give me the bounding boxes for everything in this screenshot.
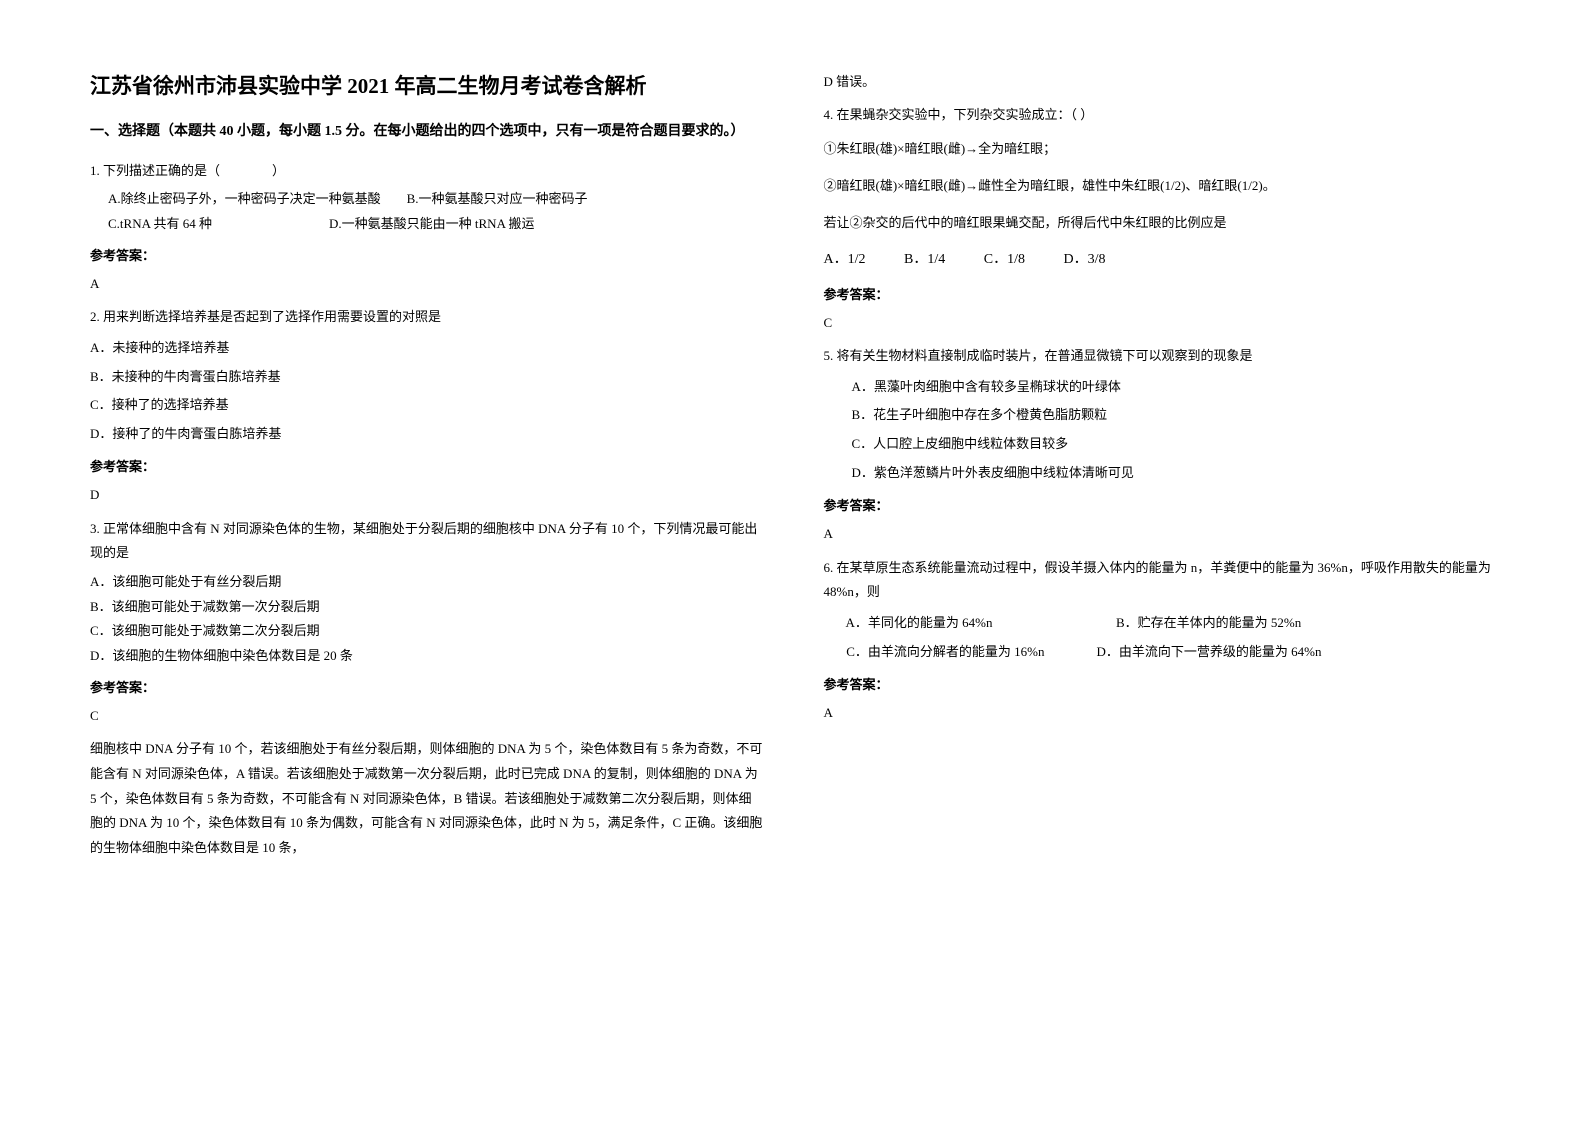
answer-value: C — [90, 704, 764, 727]
question-stem: 下列描述正确的是（ ） — [103, 163, 285, 178]
explanation-text: 细胞核中 DNA 分子有 10 个，若该细胞处于有丝分裂后期，则体细胞的 DNA… — [90, 737, 764, 860]
question-stem: 在某草原生态系统能量流动过程中，假设羊摄入体内的能量为 n，羊粪便中的能量为 3… — [824, 560, 1491, 600]
answer-value: A — [824, 701, 1498, 724]
question-number: 6. — [824, 560, 834, 575]
sub-condition-1: ①朱红眼(雄)×暗红眼(雌)→全为暗红眼； — [824, 135, 1498, 164]
question-number: 3. — [90, 521, 100, 536]
question-stem: 正常体细胞中含有 N 对同源染色体的生物，某细胞处于分裂后期的细胞核中 DNA … — [90, 521, 757, 561]
option-d: D．紫色洋葱鳞片叶外表皮细胞中线粒体清晰可见 — [824, 459, 1498, 488]
question-1: 1. 下列描述正确的是（ ） A.除终止密码子外，一种密码子决定一种氨基酸 B.… — [90, 159, 764, 237]
options-row-2: C．由羊流向分解者的能量为 16%n D．由羊流向下一营养级的能量为 64%n — [824, 638, 1498, 667]
question-number: 4. — [824, 107, 834, 122]
option-c: C．接种了的选择培养基 — [90, 391, 764, 420]
sub-condition-3: 若让②杂交的后代中的暗红眼果蝇交配，所得后代中朱红眼的比例应是 — [824, 209, 1498, 238]
answer-value: D — [90, 483, 764, 506]
question-number: 2. — [90, 309, 100, 324]
option-d: D．该细胞的生物体细胞中染色体数目是 20 条 — [90, 644, 764, 669]
question-3: 3. 正常体细胞中含有 N 对同源染色体的生物，某细胞处于分裂后期的细胞核中 D… — [90, 517, 764, 669]
option-a: A．1/2 — [824, 247, 866, 274]
option-c: C．人口腔上皮细胞中线粒体数目较多 — [824, 430, 1498, 459]
document-title: 江苏省徐州市沛县实验中学 2021 年高二生物月考试卷含解析 — [90, 70, 764, 100]
option-b: B．未接种的牛肉膏蛋白胨培养基 — [90, 363, 764, 392]
question-stem: 将有关生物材料直接制成临时装片，在普通显微镜下可以观察到的现象是 — [837, 348, 1253, 363]
answer-label: 参考答案： — [90, 677, 764, 696]
question-number: 1. — [90, 163, 100, 178]
option-a: A．该细胞可能处于有丝分裂后期 — [90, 570, 764, 595]
option-a: A.除终止密码子外，一种密码子决定一种氨基酸 — [108, 191, 381, 206]
option-a: A．羊同化的能量为 64%n — [846, 615, 993, 630]
option-c: C．1/8 — [984, 247, 1025, 274]
page-container: 江苏省徐州市沛县实验中学 2021 年高二生物月考试卷含解析 一、选择题（本题共… — [90, 70, 1497, 869]
explanation-continued: D 错误。 — [824, 70, 1498, 95]
answer-label: 参考答案： — [90, 245, 764, 264]
answer-label: 参考答案： — [824, 674, 1498, 693]
right-column: D 错误。 4. 在果蝇杂交实验中，下列杂交实验成立：（ ） ①朱红眼(雄)×暗… — [824, 70, 1498, 869]
sub-condition-2: ②暗红眼(雄)×暗红眼(雌)→雌性全为暗红眼，雄性中朱红眼(1/2)、暗红眼(1… — [824, 172, 1498, 201]
options-row: A.除终止密码子外，一种密码子决定一种氨基酸 B.一种氨基酸只对应一种密码子 — [90, 187, 764, 212]
option-b: B．1/4 — [904, 247, 945, 274]
option-a: A．未接种的选择培养基 — [90, 334, 764, 363]
option-a: A．黑藻叶肉细胞中含有较多呈椭球状的叶绿体 — [824, 373, 1498, 402]
question-5: 5. 将有关生物材料直接制成临时装片，在普通显微镜下可以观察到的现象是 A．黑藻… — [824, 344, 1498, 487]
left-column: 江苏省徐州市沛县实验中学 2021 年高二生物月考试卷含解析 一、选择题（本题共… — [90, 70, 764, 869]
question-stem: 在果蝇杂交实验中，下列杂交实验成立：（ ） — [837, 107, 1094, 122]
answer-label: 参考答案： — [90, 456, 764, 475]
option-d: D．接种了的牛肉膏蛋白胨培养基 — [90, 420, 764, 449]
question-6: 6. 在某草原生态系统能量流动过程中，假设羊摄入体内的能量为 n，羊粪便中的能量… — [824, 556, 1498, 667]
question-stem: 用来判断选择培养基是否起到了选择作用需要设置的对照是 — [103, 309, 441, 324]
answer-label: 参考答案： — [824, 284, 1498, 303]
answer-value: A — [90, 272, 764, 295]
option-b: B．贮存在羊体内的能量为 52%n — [1116, 615, 1301, 630]
question-number: 5. — [824, 348, 834, 363]
section-header: 一、选择题（本题共 40 小题，每小题 1.5 分。在每小题给出的四个选项中，只… — [90, 120, 764, 144]
option-d: D.一种氨基酸只能由一种 tRNA 搬运 — [329, 216, 534, 231]
question-text: 6. 在某草原生态系统能量流动过程中，假设羊摄入体内的能量为 n，羊粪便中的能量… — [824, 556, 1498, 605]
answer-value: A — [824, 522, 1498, 545]
option-c: C.tRNA 共有 64 种 — [108, 216, 212, 231]
options-row: C.tRNA 共有 64 种 D.一种氨基酸只能由一种 tRNA 搬运 — [90, 212, 764, 237]
option-b: B．花生子叶细胞中存在多个橙黄色脂肪颗粒 — [824, 401, 1498, 430]
option-c: C．由羊流向分解者的能量为 16%n — [846, 644, 1044, 659]
option-b: B．该细胞可能处于减数第一次分裂后期 — [90, 595, 764, 620]
option-d: D．由羊流向下一营养级的能量为 64%n — [1097, 644, 1322, 659]
option-d: D．3/8 — [1063, 247, 1105, 274]
question-text: 1. 下列描述正确的是（ ） — [90, 159, 764, 184]
options-row-1: A．羊同化的能量为 64%n B．贮存在羊体内的能量为 52%n — [824, 609, 1498, 638]
options-row: A．1/2 B．1/4 C．1/8 D．3/8 — [824, 247, 1498, 274]
question-2: 2. 用来判断选择培养基是否起到了选择作用需要设置的对照是 A．未接种的选择培养… — [90, 305, 764, 448]
question-text: 3. 正常体细胞中含有 N 对同源染色体的生物，某细胞处于分裂后期的细胞核中 D… — [90, 517, 764, 566]
option-c: C．该细胞可能处于减数第二次分裂后期 — [90, 619, 764, 644]
answer-label: 参考答案： — [824, 495, 1498, 514]
question-text: 5. 将有关生物材料直接制成临时装片，在普通显微镜下可以观察到的现象是 — [824, 344, 1498, 369]
question-text: 2. 用来判断选择培养基是否起到了选择作用需要设置的对照是 — [90, 305, 764, 330]
option-b: B.一种氨基酸只对应一种密码子 — [407, 191, 588, 206]
answer-value: C — [824, 311, 1498, 334]
question-text: 4. 在果蝇杂交实验中，下列杂交实验成立：（ ） — [824, 103, 1498, 128]
question-4: 4. 在果蝇杂交实验中，下列杂交实验成立：（ ） ①朱红眼(雄)×暗红眼(雌)→… — [824, 103, 1498, 274]
